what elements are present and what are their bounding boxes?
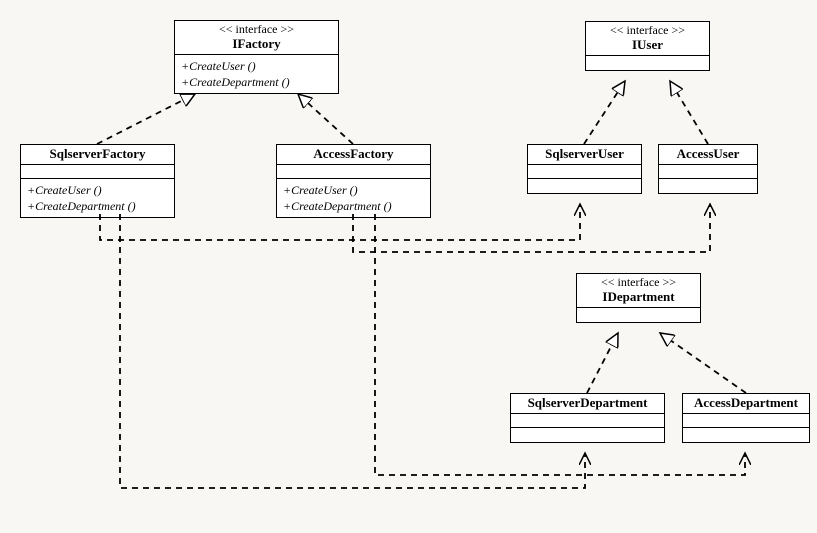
class-title: SqlserverDepartment <box>511 394 664 414</box>
empty <box>528 165 641 179</box>
attrs-empty <box>277 165 430 179</box>
class-iuser: << interface >> IUser <box>585 21 710 71</box>
stereo-text: << interface >> <box>181 23 332 37</box>
class-title: AccessDepartment <box>683 394 809 414</box>
edge-sqlfactory-sqldept <box>120 214 585 488</box>
methods: +CreateUser () +CreateDepartment () <box>175 55 338 93</box>
stereo-text: << interface >> <box>583 276 694 290</box>
empty <box>511 428 664 442</box>
connectors-layer <box>0 0 817 533</box>
stereo-text: << interface >> <box>592 24 703 38</box>
class-title: << interface >> IUser <box>586 22 709 56</box>
class-name: IDepartment <box>583 290 694 305</box>
class-name: AccessFactory <box>283 147 424 162</box>
empty <box>577 308 700 322</box>
class-sqluser: SqlserverUser <box>527 144 642 194</box>
empty <box>659 179 757 193</box>
class-title: << interface >> IFactory <box>175 21 338 55</box>
class-accuser: AccessUser <box>658 144 758 194</box>
class-name: SqlserverDepartment <box>517 396 658 411</box>
class-name: SqlserverFactory <box>27 147 168 162</box>
class-title: SqlserverFactory <box>21 145 174 165</box>
class-sqldept: SqlserverDepartment <box>510 393 665 443</box>
empty <box>683 414 809 428</box>
edge-sqluser-iuser <box>584 81 625 144</box>
empty <box>683 428 809 442</box>
edge-accdept-idept <box>660 333 746 393</box>
class-idept: << interface >> IDepartment <box>576 273 701 323</box>
class-accdept: AccessDepartment <box>682 393 810 443</box>
method: +CreateUser () <box>283 182 424 198</box>
empty <box>586 56 709 70</box>
class-sqlfactory: SqlserverFactory +CreateUser () +CreateD… <box>20 144 175 218</box>
method: +CreateUser () <box>181 58 332 74</box>
class-name: AccessUser <box>665 147 751 162</box>
method: +CreateUser () <box>27 182 168 198</box>
class-name: IUser <box>592 38 703 53</box>
class-title: AccessFactory <box>277 145 430 165</box>
class-name: AccessDepartment <box>689 396 803 411</box>
methods: +CreateUser () +CreateDepartment () <box>277 179 430 217</box>
class-name: SqlserverUser <box>534 147 635 162</box>
class-title: << interface >> IDepartment <box>577 274 700 308</box>
edge-accfactory-ifactory <box>298 94 353 144</box>
methods: +CreateUser () +CreateDepartment () <box>21 179 174 217</box>
method: +CreateDepartment () <box>27 198 168 214</box>
method: +CreateDepartment () <box>181 74 332 90</box>
method: +CreateDepartment () <box>283 198 424 214</box>
empty <box>659 165 757 179</box>
edge-sqlfactory-ifactory <box>97 94 195 144</box>
class-title: SqlserverUser <box>528 145 641 165</box>
empty <box>528 179 641 193</box>
empty <box>511 414 664 428</box>
class-title: AccessUser <box>659 145 757 165</box>
edge-accuser-iuser <box>670 81 708 144</box>
class-accfactory: AccessFactory +CreateUser () +CreateDepa… <box>276 144 431 218</box>
edge-sqldept-idept <box>587 333 618 393</box>
class-name: IFactory <box>181 37 332 52</box>
attrs-empty <box>21 165 174 179</box>
class-ifactory: << interface >> IFactory +CreateUser () … <box>174 20 339 94</box>
